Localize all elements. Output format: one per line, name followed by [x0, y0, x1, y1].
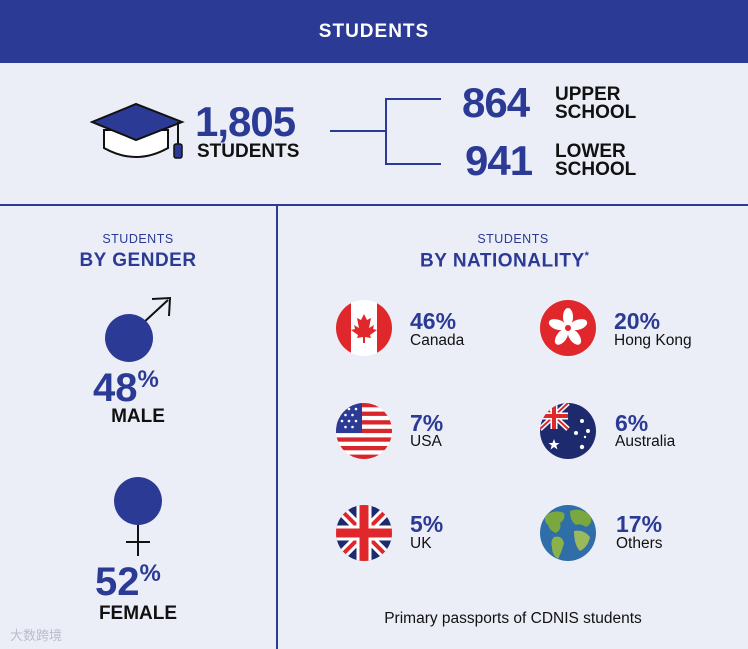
nationality-country: Hong Kong: [614, 332, 692, 349]
upper-school-label-line2: SCHOOL: [555, 102, 637, 123]
section-divider: [276, 205, 278, 649]
nationality-heading-text: BY NATIONALITY: [420, 250, 585, 272]
nationality-pct: 20%: [614, 308, 661, 334]
usa-flag-icon: [336, 403, 392, 459]
lower-school-label-line1: LOWER: [555, 141, 626, 162]
lower-school-label-line2: SCHOOL: [555, 159, 637, 180]
nationality-country: UK: [410, 535, 432, 552]
uk-flag-icon: [336, 505, 392, 561]
upper-school-label-line1: UPPER: [555, 84, 621, 105]
nationality-pct: 7%: [410, 410, 444, 436]
gender-heading: BY GENDER: [79, 250, 197, 271]
female-percentage-unit: %: [139, 560, 161, 587]
nationality-kicker: STUDENTS: [477, 232, 549, 246]
total-students-label: STUDENTS: [197, 141, 300, 162]
female-percentage: 52%: [95, 560, 161, 604]
nationality-footnote: Primary passports of CDNIS students: [384, 610, 642, 627]
hong-kong-flag-icon: [540, 300, 596, 356]
male-percentage-value: 48: [93, 366, 138, 410]
female-label: FEMALE: [98, 603, 178, 624]
canada-flag-icon: [336, 300, 392, 356]
australia-flag-icon: [540, 403, 596, 459]
graduation-cap-icon: [89, 100, 186, 166]
connector-line: [385, 99, 387, 165]
nationality-heading: BY NATIONALITY*: [420, 250, 589, 272]
male-percentage: 48%: [93, 366, 159, 410]
globe-icon: [540, 505, 596, 561]
header-bar: [0, 0, 748, 63]
upper-school-label: UPPER SCHOOL: [555, 84, 637, 123]
female-percentage-value: 52: [95, 560, 140, 604]
page-title: STUDENTS: [318, 21, 430, 42]
watermark: 大数跨境: [10, 628, 63, 643]
total-students-count: 1,805: [195, 98, 296, 145]
section-divider: [0, 204, 748, 206]
gender-kicker: STUDENTS: [102, 232, 174, 246]
nationality-country: Canada: [410, 332, 465, 349]
connector-line: [385, 98, 441, 100]
nationality-country: Australia: [615, 433, 676, 450]
nationality-pct: 6%: [615, 410, 649, 436]
nationality-asterisk: *: [584, 250, 590, 262]
male-symbol-icon: [102, 294, 178, 364]
lower-school-label: LOWER SCHOOL: [555, 141, 637, 180]
lower-school-count: 941: [465, 137, 533, 184]
connector-line: [385, 163, 441, 165]
upper-school-count: 864: [462, 79, 530, 126]
nationality-country: Others: [616, 535, 663, 552]
nationality-pct: 46%: [410, 308, 457, 334]
nationality-pct: 17%: [616, 511, 663, 537]
nationality-pct: 5%: [410, 511, 444, 537]
male-label: MALE: [111, 406, 165, 427]
nationality-country: USA: [410, 433, 442, 450]
female-symbol-icon: [112, 476, 164, 558]
connector-line: [330, 130, 386, 132]
male-percentage-unit: %: [137, 366, 159, 393]
